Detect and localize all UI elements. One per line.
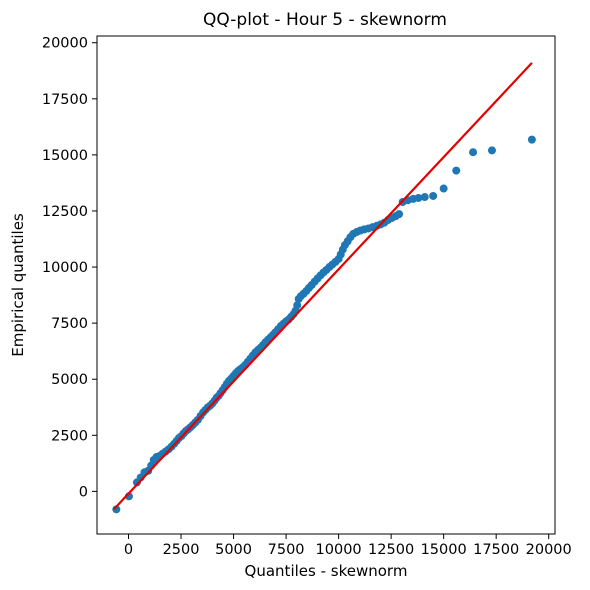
x-tick-label: 17500 (473, 542, 519, 558)
y-tick-label: 2500 (51, 428, 88, 444)
points-layer (112, 135, 536, 514)
data-point (452, 166, 461, 175)
y-tick-label: 7500 (51, 316, 88, 332)
y-tick-label: 20000 (42, 36, 88, 52)
data-point (420, 193, 429, 202)
data-point (395, 210, 404, 219)
x-axis: 0 2500 5000 7500 10000 12500 15000 17500 20000 (124, 534, 572, 558)
x-tick-label: 20000 (526, 542, 572, 558)
x-axis-label: Quantiles - skewnorm (245, 562, 408, 580)
x-tick-label: 10000 (316, 542, 362, 558)
data-point (469, 148, 478, 157)
y-axis: 0 2500 5000 7500 10000 12500 15000 17500 20000 (42, 36, 97, 500)
reference-line-layer (113, 62, 533, 511)
plot-frame (96, 35, 556, 535)
y-tick-label: 12500 (42, 204, 88, 220)
x-tick-label: 5000 (215, 542, 252, 558)
y-tick-label: 10000 (42, 260, 88, 276)
y-tick-label: 15000 (42, 148, 88, 164)
data-point (293, 301, 302, 310)
data-point (439, 184, 448, 193)
x-tick-label: 7500 (268, 542, 305, 558)
data-point (414, 193, 423, 202)
x-tick-label: 0 (124, 542, 133, 558)
y-tick-label: 0 (79, 484, 88, 500)
x-tick-label: 15000 (421, 542, 467, 558)
x-tick-label: 12500 (368, 542, 414, 558)
x-tick-label: 2500 (163, 542, 200, 558)
data-point (429, 191, 438, 200)
y-axis-label: Empirical quantiles (9, 213, 27, 357)
y-tick-label: 5000 (51, 372, 88, 388)
chart-title: QQ-plot - Hour 5 - skewnorm (203, 10, 447, 30)
data-point (527, 135, 536, 144)
data-point (487, 146, 496, 155)
reference-line (113, 62, 533, 511)
y-tick-label: 17500 (42, 92, 88, 108)
